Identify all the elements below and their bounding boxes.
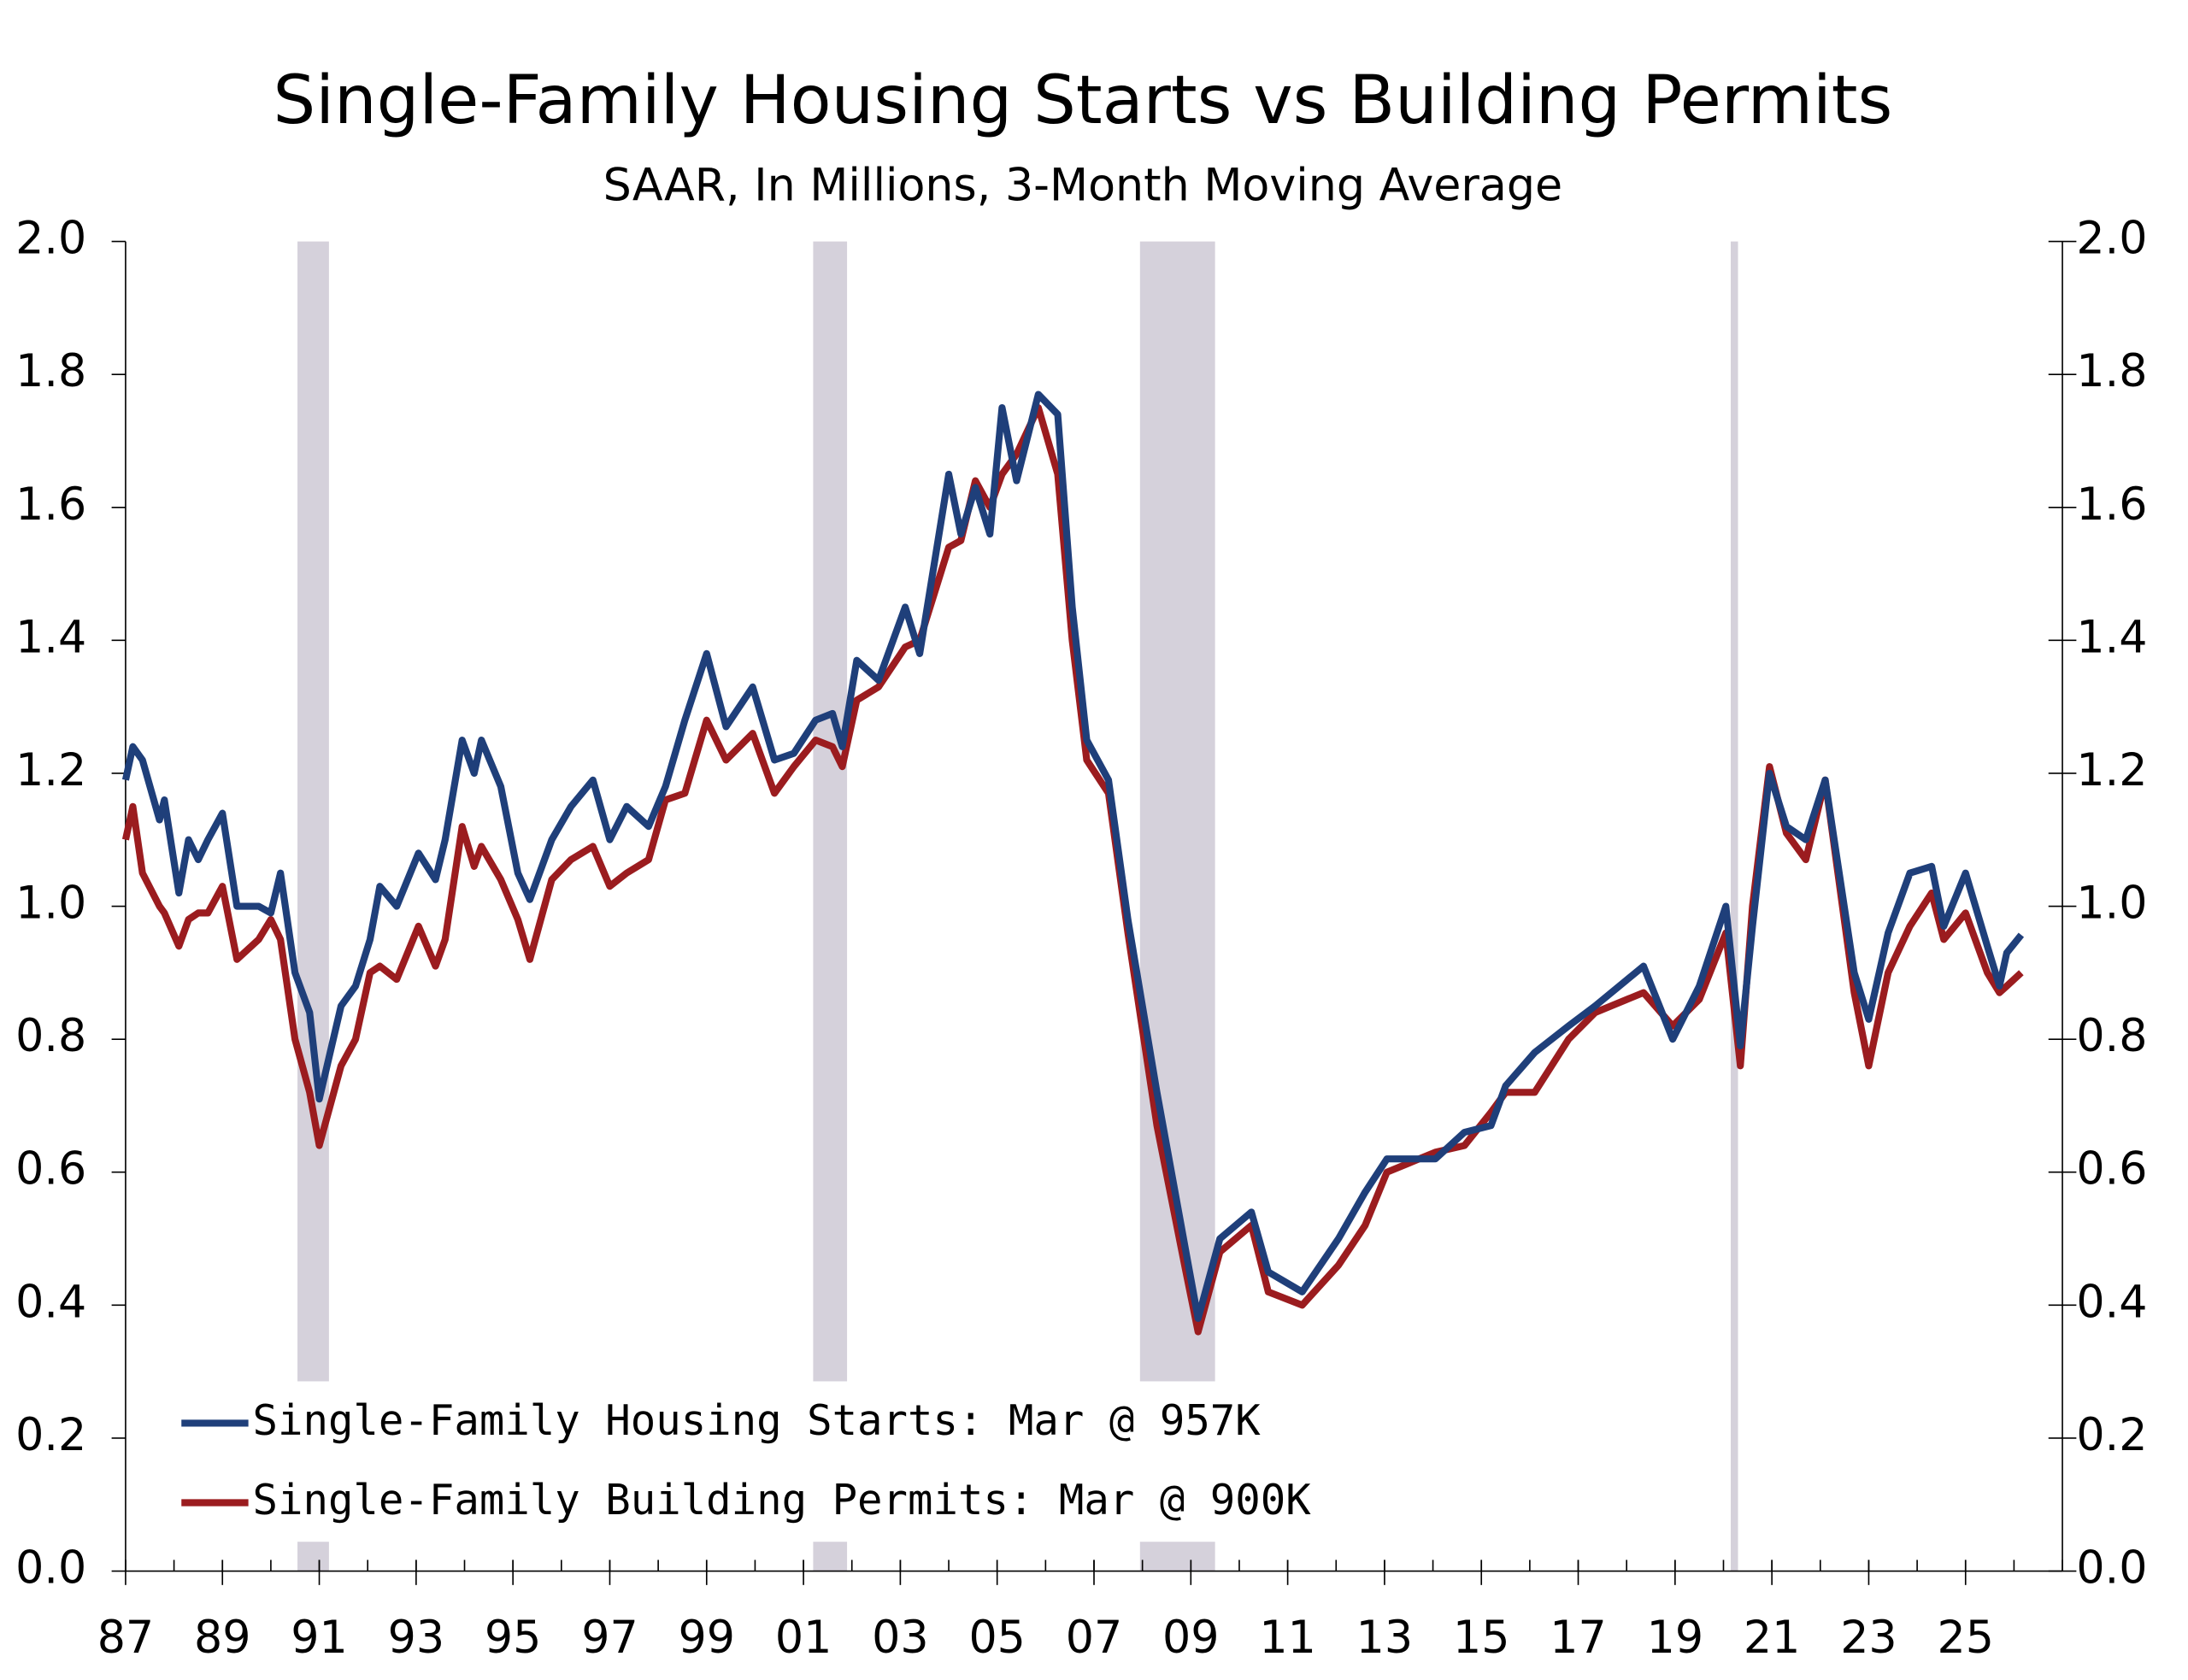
x-tick-label: 87 [97, 1612, 154, 1664]
x-tick-label: 11 [1259, 1612, 1315, 1664]
y2-tick-label: 1.6 [2076, 479, 2147, 531]
y2-tick-label: 1.2 [2076, 745, 2147, 796]
y2-tick-label: 1.4 [2076, 612, 2147, 663]
chart-subtitle: SAAR, In Millions, 3-Month Moving Averag… [603, 161, 1562, 212]
y-tick-label: 0.0 [15, 1543, 86, 1595]
recession-band [813, 241, 848, 1571]
x-tick-label: 17 [1550, 1612, 1606, 1664]
x-tick-label: 21 [1744, 1612, 1800, 1664]
x-tick-label: 07 [1066, 1612, 1122, 1664]
x-tick-label: 01 [775, 1612, 832, 1664]
y2-tick-label: 0.6 [2076, 1144, 2147, 1195]
x-tick-label: 03 [872, 1612, 928, 1664]
y2-tick-label: 1.0 [2076, 878, 2147, 930]
y2-tick-label: 0.2 [2076, 1410, 2147, 1461]
y-tick-label: 1.2 [15, 745, 86, 796]
y-tick-label: 1.0 [15, 878, 86, 930]
y-tick-label: 2.0 [15, 214, 86, 265]
recession-band [1139, 241, 1215, 1571]
legend-label: Single-Family Housing Starts: Mar @ 957K [253, 1396, 1262, 1445]
chart-title: Single-Family Housing Starts vs Building… [274, 62, 1893, 139]
recession-band [297, 241, 329, 1571]
y2-tick-label: 0.8 [2076, 1011, 2147, 1062]
y2-tick-label: 0.4 [2076, 1277, 2147, 1328]
y2-tick-label: 2.0 [2076, 214, 2147, 265]
x-tick-label: 91 [291, 1612, 347, 1664]
x-tick-label: 95 [485, 1612, 541, 1664]
x-tick-label: 89 [194, 1612, 250, 1664]
series-line [121, 391, 2025, 1322]
y-tick-label: 1.8 [15, 346, 86, 397]
x-tick-label: 97 [581, 1612, 638, 1664]
y-tick-label: 0.2 [15, 1410, 86, 1461]
x-tick-label: 05 [968, 1612, 1025, 1664]
x-tick-label: 25 [1938, 1612, 1994, 1664]
x-tick-label: 93 [388, 1612, 444, 1664]
x-tick-label: 19 [1647, 1612, 1703, 1664]
y-tick-label: 1.6 [15, 479, 86, 531]
x-tick-label: 09 [1162, 1612, 1219, 1664]
y2-tick-label: 0.0 [2076, 1543, 2147, 1595]
y-tick-label: 0.8 [15, 1011, 86, 1062]
x-tick-label: 13 [1356, 1612, 1413, 1664]
y-tick-label: 0.6 [15, 1144, 86, 1195]
x-tick-label: 99 [679, 1612, 735, 1664]
x-tick-label: 23 [1840, 1612, 1897, 1664]
y-tick-label: 0.4 [15, 1277, 86, 1328]
legend-label: Single-Family Building Permits: Mar @ 90… [253, 1476, 1312, 1524]
legend-box [167, 1381, 1368, 1542]
x-tick-label: 15 [1453, 1612, 1509, 1664]
y2-tick-label: 1.8 [2076, 346, 2147, 397]
recession-band [1730, 241, 1738, 1571]
y-tick-label: 1.4 [15, 612, 86, 663]
